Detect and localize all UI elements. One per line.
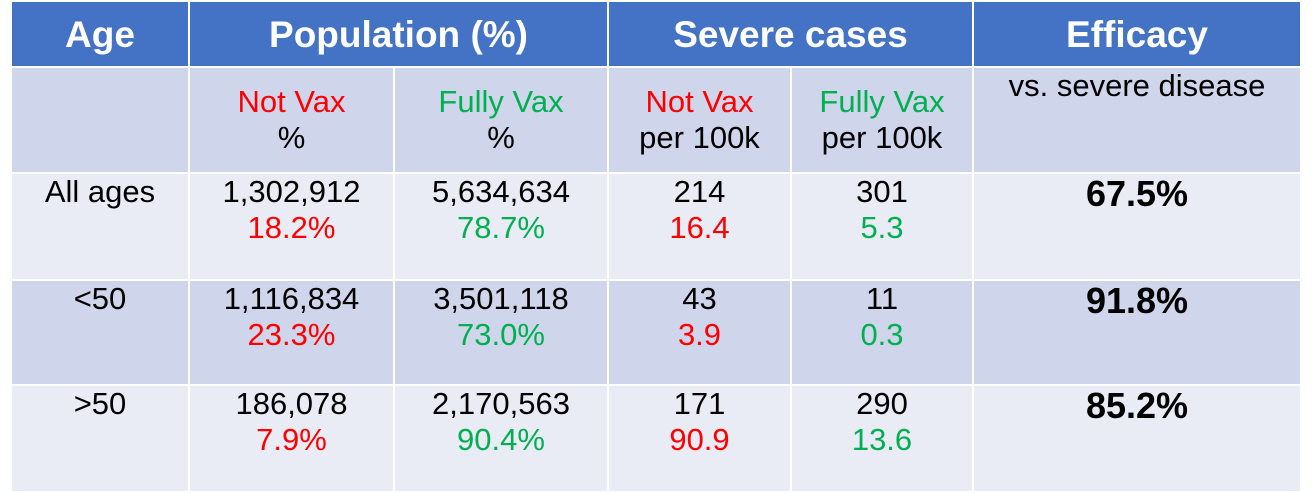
header-row: Age Population (%) Severe cases Efficacy [10,0,1302,68]
pop-not-vax-cell: 1,116,834 23.3% [188,279,395,386]
pop-fully-vax-cell: 5,634,634 78.7% [393,172,609,281]
subheader-efficacy: vs. severe disease [972,66,1302,174]
header-age: Age [10,0,190,68]
age-cell: <50 [10,279,190,386]
pop-fully-vax-unit: % [487,120,515,155]
table-row: All ages 1,302,912 18.2% 5,634,634 78.7%… [10,172,1302,281]
efficacy-cell: 67.5% [972,172,1302,281]
sev-fully-vax-cell: 11 0.3 [790,279,974,386]
sev-not-vax-unit: per 100k [639,120,760,155]
age-cell: >50 [10,384,190,493]
sev-not-vax-cell: 171 90.9 [607,384,792,493]
subheader-pop-not-vax: Not Vax % [188,66,395,174]
subheader-age-empty [10,66,190,174]
efficacy-sub-label: vs. severe disease [1008,68,1266,103]
pop-fully-vax-cell: 2,170,563 90.4% [393,384,609,493]
sev-not-vax-cell: 43 3.9 [607,279,792,386]
sev-fully-vax-label: Fully Vax [819,84,945,119]
table-row: <50 1,116,834 23.3% 3,501,118 73.0% 43 3… [10,279,1302,386]
subheader-sev-not-vax: Not Vax per 100k [607,66,792,174]
header-efficacy: Efficacy [972,0,1302,68]
sev-not-vax-label: Not Vax [645,84,754,119]
efficacy-table: Age Population (%) Severe cases Efficacy… [10,0,1302,493]
subheader-sev-fully-vax: Fully Vax per 100k [790,66,974,174]
header-severe-cases: Severe cases [607,0,974,68]
header-population: Population (%) [188,0,609,68]
subheader-pop-fully-vax: Fully Vax % [393,66,609,174]
pop-not-vax-cell: 186,078 7.9% [188,384,395,493]
sev-fully-vax-unit: per 100k [821,120,943,155]
subheader-row: Not Vax % Fully Vax % Not Vax per 100k F… [10,66,1302,174]
sev-fully-vax-cell: 290 13.6 [790,384,974,493]
age-cell: All ages [10,172,190,281]
pop-not-vax-unit: % [277,120,306,155]
efficacy-cell: 91.8% [972,279,1302,386]
pop-not-vax-cell: 1,302,912 18.2% [188,172,395,281]
sev-not-vax-cell: 214 16.4 [607,172,792,281]
efficacy-cell: 85.2% [972,384,1302,493]
pop-fully-vax-cell: 3,501,118 73.0% [393,279,609,386]
sev-fully-vax-cell: 301 5.3 [790,172,974,281]
pop-not-vax-label: Not Vax [237,84,346,119]
table-row: >50 186,078 7.9% 2,170,563 90.4% 171 90.… [10,384,1302,493]
pop-fully-vax-label: Fully Vax [438,84,564,119]
